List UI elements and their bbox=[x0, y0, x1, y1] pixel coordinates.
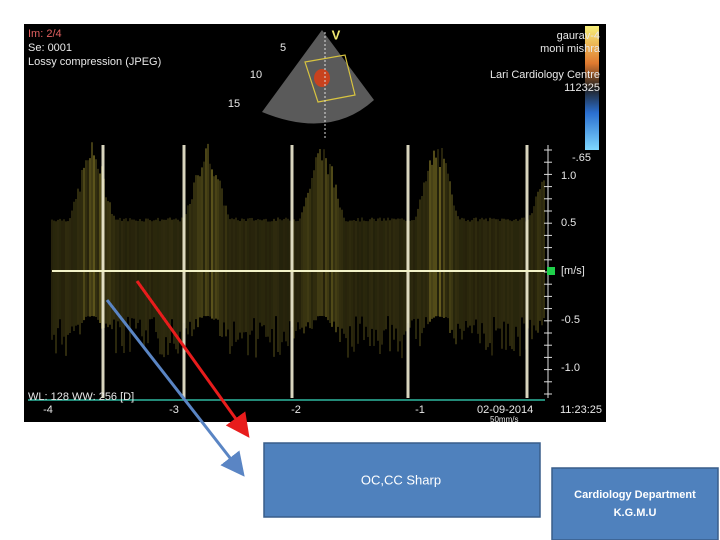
sweep-speed: 50mm/s bbox=[490, 415, 518, 424]
velocity-label: [m/s] bbox=[561, 265, 585, 277]
velocity-label: -0.5 bbox=[561, 314, 580, 326]
red-arrow bbox=[135, 280, 250, 438]
time-label: -4 bbox=[43, 404, 53, 416]
color-bar bbox=[585, 26, 599, 150]
time-label: -2 bbox=[291, 404, 301, 416]
window-level: WL: 128 WW: 256 [D] bbox=[28, 391, 134, 403]
time-label: -1 bbox=[415, 404, 425, 416]
info-left: Se: 0001 bbox=[28, 42, 72, 54]
info-left: Im: 2/4 bbox=[28, 28, 62, 40]
info-right: Lari Cardiology Centre bbox=[490, 69, 600, 81]
velocity-label: 0.5 bbox=[561, 217, 576, 229]
info-right: moni mishra bbox=[540, 43, 601, 55]
info-right: 112325 bbox=[564, 82, 600, 94]
time: 11:23:25 bbox=[560, 404, 602, 416]
callout-box bbox=[263, 442, 541, 518]
blue-arrow bbox=[105, 299, 245, 477]
footer-line: K.G.M.U bbox=[614, 507, 657, 519]
probe-mark: V bbox=[332, 27, 341, 42]
callout-text: OC,CC Sharp bbox=[361, 472, 441, 487]
depth-label: 10 bbox=[250, 69, 262, 81]
velocity-label: -1.0 bbox=[561, 362, 580, 374]
color-box bbox=[304, 54, 356, 103]
footer-box bbox=[551, 467, 719, 540]
time-label: -3 bbox=[169, 404, 179, 416]
baseline-marker bbox=[547, 267, 555, 275]
info-right: gaurav-4 bbox=[557, 30, 600, 42]
color-flow bbox=[314, 69, 330, 87]
color-scale-label: -.65 bbox=[572, 152, 591, 164]
velocity-label: 1.0 bbox=[561, 170, 576, 182]
date: 02-09-2014 bbox=[477, 404, 533, 416]
footer-line: Cardiology Department bbox=[574, 489, 696, 501]
depth-label: 5 bbox=[280, 42, 286, 54]
info-left: Lossy compression (JPEG) bbox=[28, 56, 161, 68]
doppler-spectrum bbox=[51, 142, 545, 398]
depth-label: 15 bbox=[228, 98, 240, 110]
